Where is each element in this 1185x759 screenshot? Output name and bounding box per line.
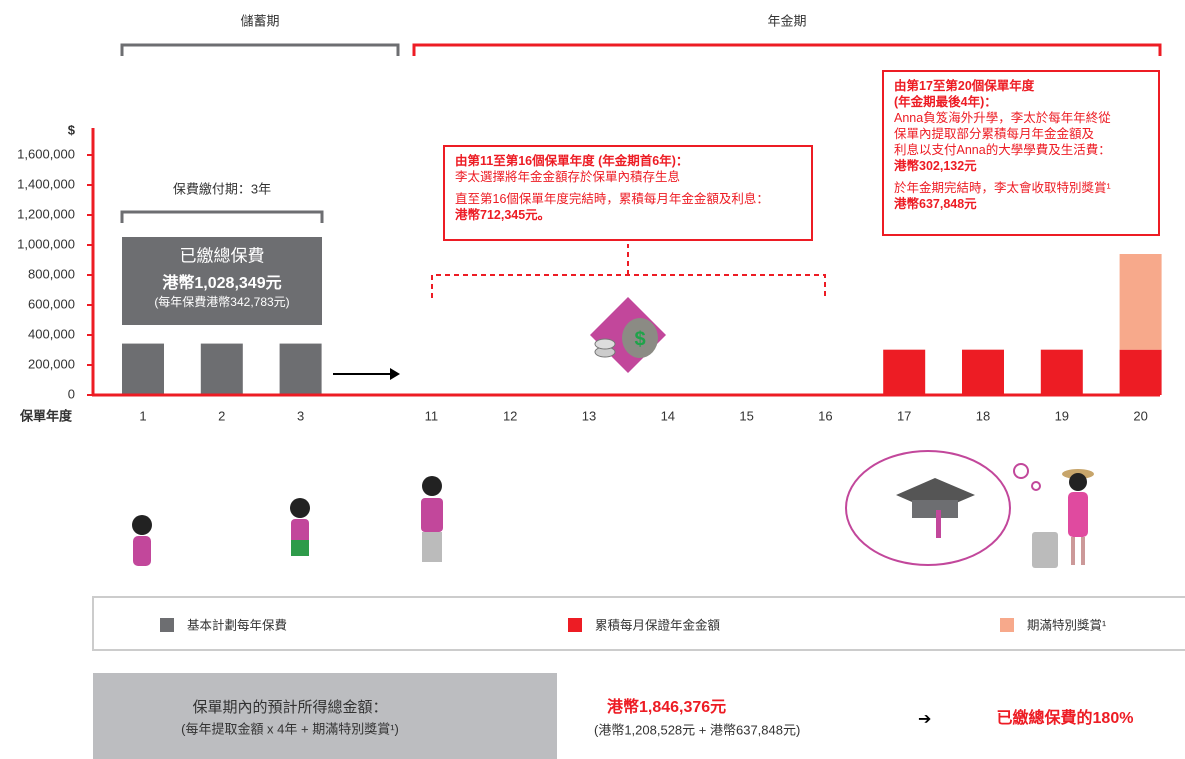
- annotation-title: 由第11至第16個保單年度 (年金期首6年)：: [455, 154, 689, 168]
- legend-swatch: [568, 618, 582, 632]
- premium-period: 保費繳付期：3年: [173, 181, 271, 196]
- summary-label: 保單期內的預計所得總金額：: [192, 698, 387, 716]
- annotation-box: 由第17至第20個保單年度 (年金期最後4年)： Anna負笈海外升學，李太於每…: [882, 70, 1160, 236]
- y-tick-label: 1,200,000: [17, 206, 75, 221]
- annotation-title: 由第17至第20個保單年度: [894, 79, 1035, 93]
- x-tick-label: 14: [661, 408, 675, 423]
- legend-swatch: [160, 618, 174, 632]
- y-tick-label: 200,000: [28, 356, 75, 371]
- y-tick-label: 600,000: [28, 296, 75, 311]
- annotation-text: 利息以支付Anna的大學學費及生活費：: [894, 143, 1111, 157]
- annotation-text: 李太選擇將年金金額存於保單內積存生息: [455, 170, 681, 184]
- period-label: 儲蓄期: [240, 13, 279, 28]
- x-tick-label: 3: [297, 408, 304, 423]
- legend-label: 基本計劃每年保費: [187, 617, 287, 632]
- premium-box: [122, 237, 322, 325]
- bar: [962, 349, 1004, 395]
- summary-total: 港幣1,846,376元: [607, 697, 726, 716]
- summary-panel: [93, 673, 557, 759]
- bar: [883, 349, 926, 395]
- x-tick-label: 20: [1133, 408, 1147, 423]
- bar: [200, 343, 243, 395]
- annotation-amount: 港幣302,132元: [894, 159, 977, 173]
- legend-label: 期滿特別獎賞¹: [1027, 617, 1106, 632]
- legend-swatch: [1000, 618, 1014, 632]
- summary-breakdown: (港幣1,208,528元 + 港幣637,848元): [594, 722, 800, 737]
- summary-result: 已繳總保費的180%: [997, 708, 1134, 727]
- premium-bracket: [120, 210, 324, 223]
- summary-arrow: ➔: [918, 711, 931, 728]
- annotation-amount: 港幣712,345元。: [455, 208, 551, 222]
- annotation-text: 直至第16個保單年度完結時，累積每月年金金額及利息：: [455, 192, 769, 206]
- annotation-text: Anna負笈海外升學，李太於每年年終從: [894, 111, 1111, 125]
- legend-label: 累積每月保證年金金額: [595, 617, 721, 632]
- bar: [1119, 349, 1162, 395]
- x-tick-label: 17: [897, 408, 911, 423]
- x-tick-label: 16: [818, 408, 832, 423]
- period-bracket: [120, 43, 400, 56]
- x-tick-label: 19: [1055, 408, 1069, 423]
- x-tick-label: 11: [425, 408, 439, 423]
- y-tick-label: 1,600,000: [17, 146, 75, 161]
- figures: [132, 450, 1094, 568]
- x-tick-label: 2: [218, 408, 225, 423]
- x-tick-label: 12: [503, 408, 517, 423]
- premium-annual: (每年保費港幣342,783元): [154, 294, 289, 309]
- phase-bracket: [431, 244, 826, 298]
- bar: [279, 343, 322, 395]
- summary-note: (每年提取金額 x 4年 + 期滿特別獎賞¹): [181, 721, 399, 736]
- annotation-text: 於年金期完結時，李太會收取特別獎賞¹: [894, 181, 1111, 195]
- bar: [1040, 349, 1083, 395]
- period-label: 年金期: [767, 13, 806, 28]
- x-tick-label: 13: [582, 408, 596, 423]
- y-tick-label: 0: [68, 386, 75, 401]
- annotation-title: (年金期最後4年)：: [894, 95, 997, 109]
- svg-text:$: $: [634, 328, 645, 350]
- annotation-box: 由第11至第16個保單年度 (年金期首6年)： 李太選擇將年金金額存於保單內積存…: [443, 145, 813, 241]
- x-tick-label: 18: [976, 408, 990, 423]
- arrow-head: [390, 368, 400, 380]
- premium-total: 港幣1,028,349元: [162, 273, 281, 292]
- annotation-text: 保單內提取部分累積每月年金金額及: [894, 127, 1095, 141]
- y-tick-label: 400,000: [28, 326, 75, 341]
- premium-label: 已繳總保費: [180, 246, 265, 265]
- legend-frame: [92, 596, 1185, 651]
- y-tick-label: 1,000,000: [17, 236, 75, 251]
- y-axis-label: $: [68, 122, 76, 137]
- y-tick-label: 1,400,000: [17, 176, 75, 191]
- bar: [1119, 254, 1162, 350]
- x-tick-label: 1: [139, 408, 146, 423]
- money-icon: $: [590, 297, 666, 373]
- period-bracket: [412, 43, 1162, 56]
- y-tick-label: 800,000: [28, 266, 75, 281]
- annotation-amount: 港幣637,848元: [894, 197, 977, 211]
- bar: [122, 343, 164, 395]
- x-axis-label: 保單年度: [19, 408, 73, 423]
- x-tick-label: 15: [739, 408, 753, 423]
